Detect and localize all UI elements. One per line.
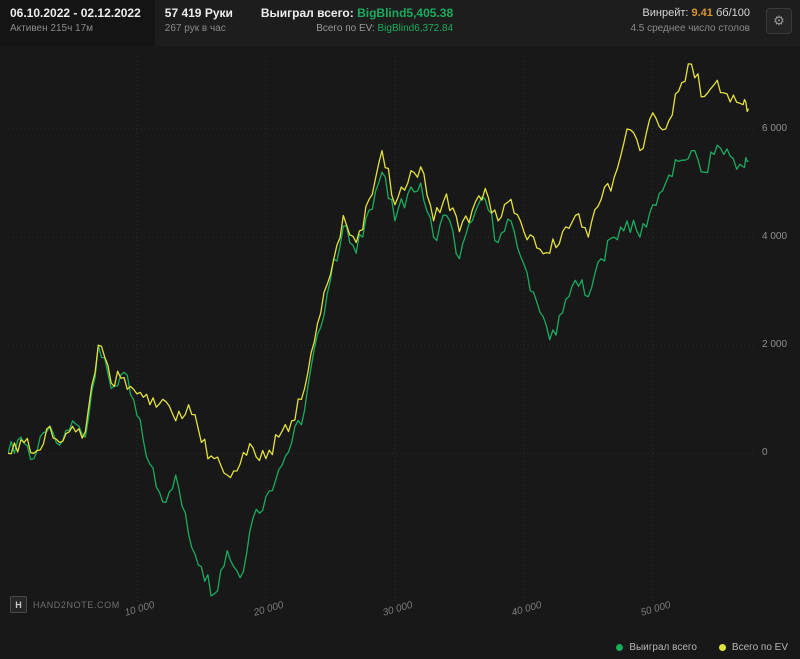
y-axis-label: 0	[762, 447, 768, 459]
x-axis-label: 30 000	[381, 599, 414, 619]
hands-count: 57 419 Руки	[164, 6, 233, 20]
legend-label: Всего по EV	[731, 642, 788, 653]
legend-label: Выиграл всего	[629, 642, 697, 653]
winnings-chart[interactable]	[8, 56, 756, 602]
legend-item[interactable]: Всего по EV	[718, 642, 788, 653]
hands-per-hour: 267 рук в час	[164, 23, 226, 34]
winrate-unit: бб/100	[715, 7, 750, 19]
y-axis-label: 6 000	[762, 122, 788, 134]
graph-panel: H HAND2NOTE.COM Выиграл всего Всего по EV…	[0, 46, 800, 659]
ev-total-value: BigBlind6,372.84	[377, 23, 454, 34]
y-axis-label: 2 000	[762, 339, 788, 351]
stats-header: 06.10.2022 - 02.12.2022 Активен 215ч 17м…	[0, 0, 800, 47]
settings-button[interactable]: ⚙	[766, 8, 792, 34]
x-axis-label: 20 000	[252, 599, 285, 619]
legend-color-dot	[616, 644, 624, 651]
gear-icon: ⚙	[773, 13, 785, 28]
y-axis-label: 4 000	[762, 231, 788, 243]
winnings-block: Выиграл всего: BigBlind5,405.38 Всего по…	[251, 0, 463, 46]
hands-block: 57 419 Руки 267 рук в час	[155, 0, 243, 46]
avg-tables: 4.5 среднее число столов	[630, 23, 750, 34]
hand2note-logo: H HAND2NOTE.COM	[10, 596, 120, 613]
x-axis-label: 50 000	[639, 599, 672, 619]
chart-legend: Выиграл всего Всего по EV	[616, 642, 788, 653]
x-axis-label: 10 000	[123, 599, 156, 619]
ev-total-label: Всего по EV:	[316, 23, 375, 34]
active-time: Активен 215ч 17м	[10, 23, 94, 34]
session-period-block: 06.10.2022 - 02.12.2022 Активен 215ч 17м	[0, 0, 155, 46]
hand2note-logo-text: HAND2NOTE.COM	[33, 599, 120, 610]
winrate-label: Винрейт:	[642, 7, 689, 19]
date-range: 06.10.2022 - 02.12.2022	[10, 6, 141, 20]
winrate-block: Винрейт: 9.41 бб/100 4.5 среднее число с…	[620, 0, 760, 46]
header-spacer	[463, 0, 620, 46]
winrate-value: 9.41	[691, 7, 713, 19]
legend-color-dot	[718, 644, 726, 651]
hand2note-logo-icon: H	[10, 596, 27, 613]
won-total-value: BigBlind5,405.38	[357, 6, 454, 20]
legend-item[interactable]: Выиграл всего	[616, 642, 697, 653]
won-total-label: Выиграл всего:	[260, 6, 354, 20]
x-axis-label: 40 000	[510, 599, 543, 619]
